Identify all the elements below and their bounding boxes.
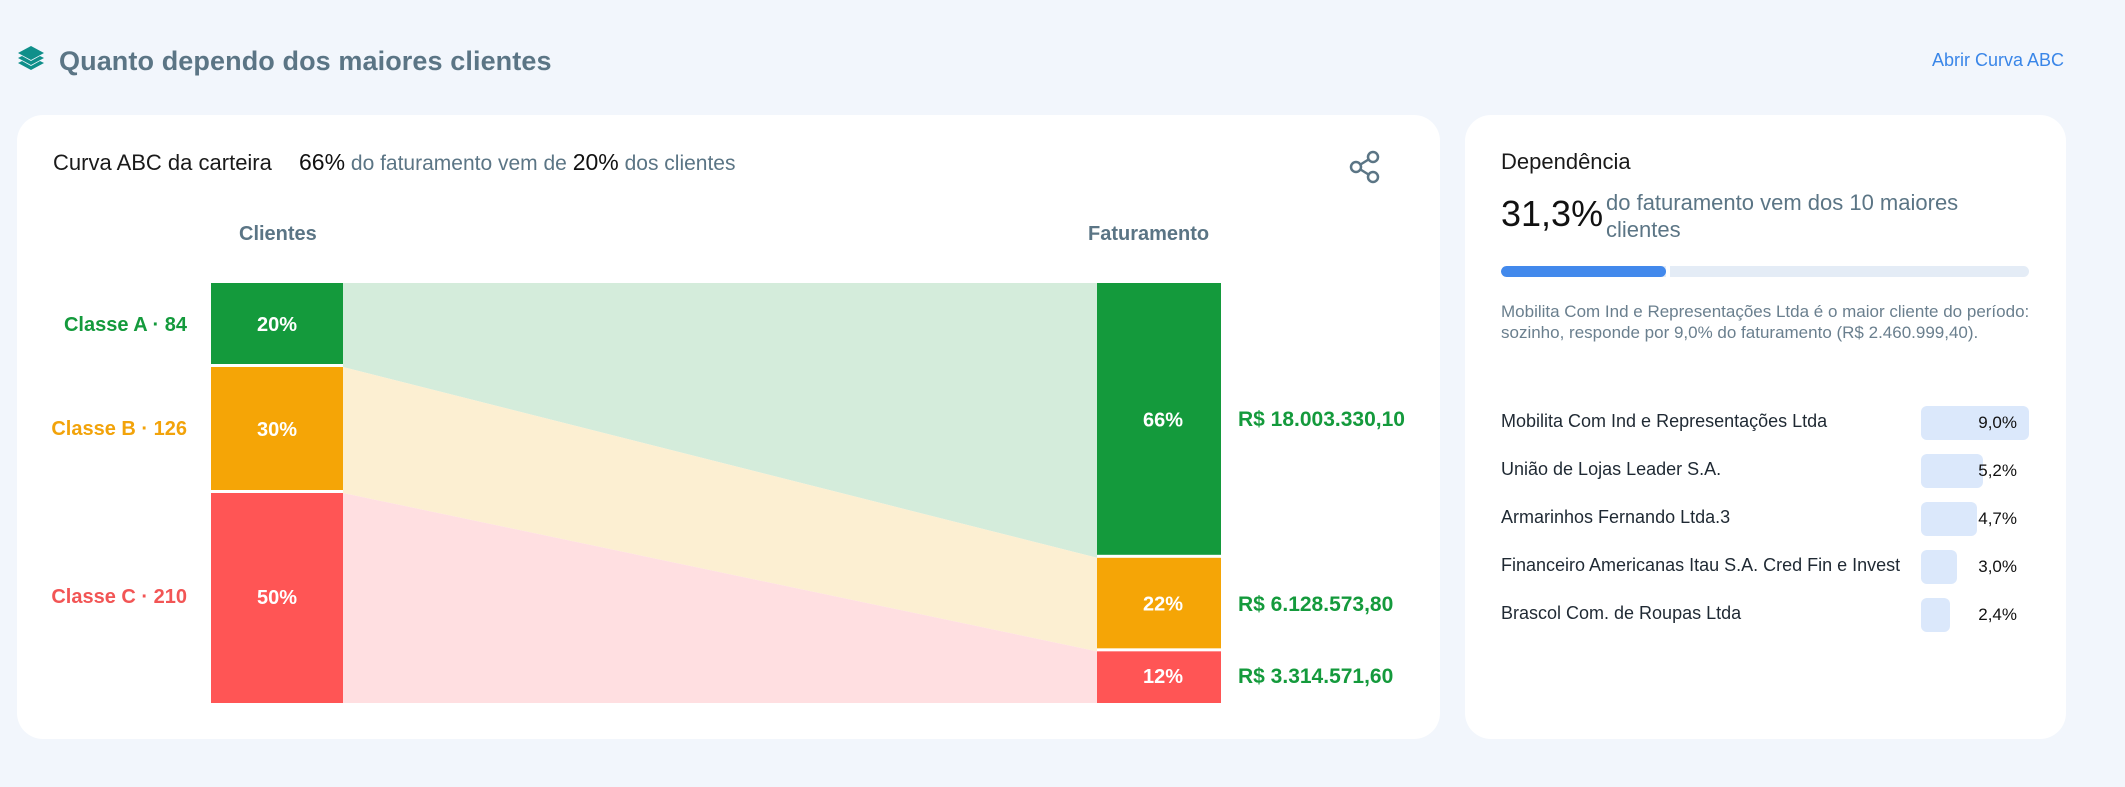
client-pct: 5,2%: [1978, 461, 2017, 480]
client-bar-track: 2,4%: [1921, 598, 2029, 632]
abc-flow-diagram: 20% 66% 30% 22% 50% 12%: [211, 283, 1221, 703]
client-bar-track: 5,2%: [1921, 454, 2029, 488]
share-icon[interactable]: [1347, 149, 1383, 185]
class-c-revenue-block: [1097, 651, 1221, 703]
client-bar: [1921, 598, 1950, 632]
summary-text-1: do faturamento vem de: [350, 152, 567, 175]
client-name: Financeiro Americanas Itau S.A. Cred Fin…: [1501, 554, 1901, 575]
summary-clients-pct: 20%: [572, 149, 619, 175]
client-bar: [1921, 406, 2029, 440]
dependency-progress-fill: [1501, 266, 1667, 277]
summary-revenue-pct: 66%: [299, 149, 346, 175]
dependency-description: Mobilita Com Ind e Representações Ltda é…: [1501, 302, 2030, 342]
open-abc-curve-link[interactable]: Abrir Curva ABC: [1931, 50, 2064, 70]
revenue-column-header: Faturamento: [1088, 223, 1210, 245]
client-bar-track: 3,0%: [1921, 550, 2029, 584]
class-a-label: Classe A · 84: [63, 314, 187, 336]
class-b-clients-block: [211, 367, 343, 490]
class-a-clients-block: [211, 283, 343, 364]
class-a-amount: R$ 18.003.330,10: [1238, 408, 1405, 431]
page-header: Quanto dependo dos maiores clientes: [17, 44, 552, 78]
client-pct: 3,0%: [1978, 557, 2017, 576]
client-bar-track: 4,7%: [1921, 502, 2029, 536]
client-row[interactable]: Financeiro Americanas Itau S.A. Cred Fin…: [1501, 541, 2029, 589]
client-row[interactable]: União de Lojas Leader S.A. 5,2%: [1501, 445, 2029, 493]
dependency-progress-bar: [1501, 266, 2029, 277]
class-b-label: Classe B · 126: [51, 418, 187, 440]
dependency-title: Dependência: [1501, 149, 1631, 174]
class-a-clients-pct: 20%: [257, 314, 297, 336]
class-a-flow-band: [343, 283, 1097, 558]
class-a-revenue-pct: 66%: [1143, 409, 1183, 431]
curve-title: Curva ABC da carteira: [53, 150, 272, 175]
summary-text-2: dos clientes: [624, 152, 736, 175]
clients-column-header: Clientes: [239, 223, 317, 245]
client-bar: [1921, 550, 1957, 584]
abc-curve-card: Curva ABC da carteira 66% do faturamento…: [17, 115, 1440, 739]
client-bar: [1921, 454, 1984, 488]
curve-summary: 66% do faturamento vem de 20% dos client…: [299, 149, 736, 176]
class-c-clients-pct: 50%: [257, 587, 297, 609]
class-c-label: Classe C · 210: [51, 586, 187, 608]
class-b-revenue-pct: 22%: [1143, 594, 1183, 616]
client-bar: [1921, 502, 1978, 536]
client-pct: 9,0%: [1978, 413, 2017, 432]
class-c-amount: R$ 3.314.571,60: [1238, 665, 1394, 688]
class-b-revenue-block: [1097, 557, 1221, 649]
client-name: Brascol Com. de Roupas Ltda: [1501, 602, 1742, 623]
class-c-revenue-pct: 12%: [1143, 666, 1183, 688]
client-name: Armarinhos Fernando Ltda.3: [1501, 506, 1731, 527]
client-pct: 2,4%: [1978, 605, 2017, 624]
dependency-value: 31,3%: [1501, 193, 1604, 234]
class-c-flow-band: [343, 493, 1097, 703]
top-clients-list: Mobilita Com Ind e Representações Ltda 9…: [1501, 397, 2029, 637]
client-row[interactable]: Armarinhos Fernando Ltda.3 4,7%: [1501, 493, 2029, 541]
layers-icon: [18, 46, 44, 70]
client-row[interactable]: Mobilita Com Ind e Representações Ltda 9…: [1501, 397, 2029, 445]
class-c-clients-block: [211, 493, 343, 703]
client-name: União de Lojas Leader S.A.: [1501, 458, 1722, 479]
client-bar-track: 9,0%: [1921, 406, 2029, 440]
client-pct: 4,7%: [1978, 509, 2017, 528]
class-b-clients-pct: 30%: [257, 419, 297, 441]
dependency-text: do faturamento vem dos 10 maiores client…: [1606, 190, 1959, 242]
class-b-flow-band: [343, 367, 1097, 652]
client-row[interactable]: Brascol Com. de Roupas Ltda 2,4%: [1501, 589, 2029, 637]
class-a-revenue-block: [1097, 283, 1221, 555]
dependency-progress-gap: [1666, 266, 1671, 277]
client-name: Mobilita Com Ind e Representações Ltda: [1501, 410, 1828, 431]
dependency-card: Dependência 31,3% do faturamento vem dos…: [1465, 115, 2066, 739]
class-b-amount: R$ 6.128.573,80: [1238, 593, 1394, 616]
page-title: Quanto dependo dos maiores clientes: [59, 45, 552, 76]
